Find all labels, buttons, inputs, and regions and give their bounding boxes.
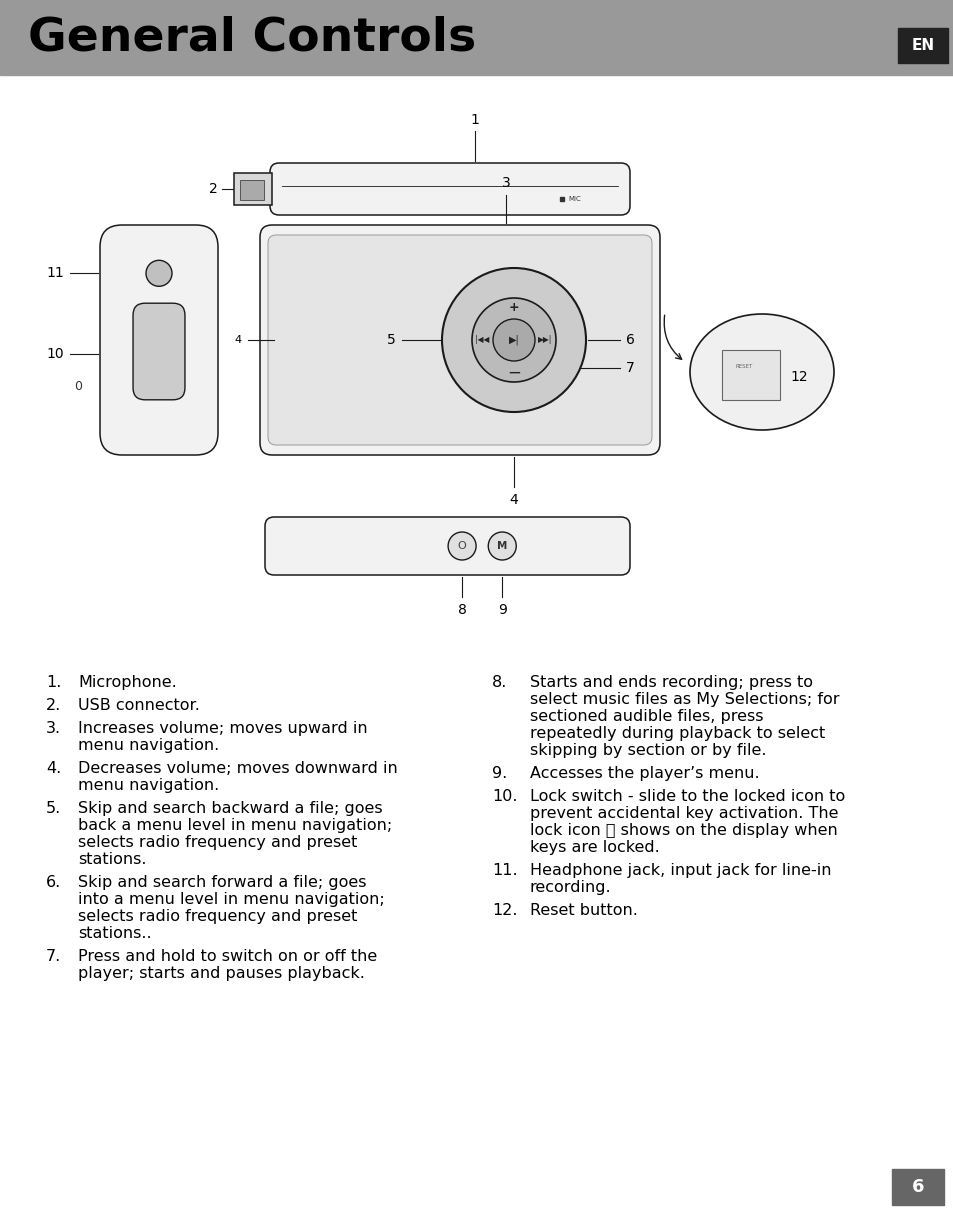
Text: lock icon 🔒 shows on the display when: lock icon 🔒 shows on the display when (530, 823, 837, 838)
Text: 0: 0 (74, 379, 82, 392)
Text: |◀◀: |◀◀ (475, 335, 489, 345)
FancyBboxPatch shape (268, 234, 651, 445)
Bar (891, 1169, 943, 1205)
Text: Skip and search backward a file; goes: Skip and search backward a file; goes (78, 801, 382, 816)
Text: ▶|: ▶| (508, 335, 518, 345)
Text: menu navigation.: menu navigation. (78, 738, 219, 753)
Text: 4: 4 (509, 493, 517, 507)
Text: 8.: 8. (492, 676, 507, 690)
Text: 7.: 7. (46, 949, 61, 963)
Text: recording.: recording. (530, 880, 611, 895)
Text: Skip and search forward a file; goes: Skip and search forward a file; goes (78, 875, 366, 891)
Text: 7: 7 (625, 361, 634, 375)
Text: Decreases volume; moves downward in: Decreases volume; moves downward in (78, 761, 397, 776)
Text: Microphone.: Microphone. (78, 676, 176, 690)
Text: General Controls: General Controls (28, 16, 476, 61)
Circle shape (448, 532, 476, 560)
Circle shape (493, 320, 535, 361)
Bar (721, 350, 780, 400)
Text: 5.: 5. (46, 801, 61, 816)
Text: Lock switch - slide to the locked icon to: Lock switch - slide to the locked icon t… (530, 789, 844, 804)
Text: ▶▶|: ▶▶| (537, 335, 552, 345)
Text: 2: 2 (209, 182, 218, 196)
Bar (233, 173, 272, 205)
Text: into a menu level in menu navigation;: into a menu level in menu navigation; (78, 892, 384, 908)
Text: 4: 4 (234, 335, 242, 345)
Bar (0, 0, 953, 75)
Text: menu navigation.: menu navigation. (78, 778, 219, 793)
Text: 9: 9 (497, 603, 506, 617)
FancyBboxPatch shape (132, 304, 185, 400)
Text: select music files as My Selections; for: select music files as My Selections; for (530, 693, 839, 707)
Text: Headphone jack, input jack for line-in: Headphone jack, input jack for line-in (530, 863, 831, 878)
Text: back a menu level in menu navigation;: back a menu level in menu navigation; (78, 818, 392, 833)
Text: MIC: MIC (567, 196, 580, 202)
Ellipse shape (689, 313, 833, 430)
Text: 1: 1 (470, 113, 479, 128)
Text: player; starts and pauses playback.: player; starts and pauses playback. (78, 966, 364, 981)
Text: 6: 6 (625, 333, 634, 347)
FancyBboxPatch shape (260, 225, 659, 454)
Text: O: O (457, 541, 466, 550)
Text: 12: 12 (789, 371, 807, 384)
Text: Starts and ends recording; press to: Starts and ends recording; press to (530, 676, 812, 690)
Text: +: + (508, 301, 518, 313)
Text: −: − (507, 363, 520, 382)
Text: skipping by section or by file.: skipping by section or by file. (530, 744, 765, 758)
Text: 12.: 12. (492, 903, 517, 919)
Text: 6: 6 (911, 1179, 923, 1196)
Text: 10.: 10. (492, 789, 517, 804)
Text: stations.: stations. (78, 852, 147, 868)
Text: Press and hold to switch on or off the: Press and hold to switch on or off the (78, 949, 376, 963)
Text: 6.: 6. (46, 875, 61, 891)
Text: Accesses the player’s menu.: Accesses the player’s menu. (530, 765, 759, 781)
Bar (897, 28, 947, 63)
Text: 2.: 2. (46, 697, 61, 713)
Text: USB connector.: USB connector. (78, 697, 200, 713)
Text: 3: 3 (501, 176, 510, 190)
Text: prevent accidental key activation. The: prevent accidental key activation. The (530, 806, 838, 821)
Circle shape (488, 532, 516, 560)
Text: 11.: 11. (492, 863, 517, 878)
Text: keys are locked.: keys are locked. (530, 840, 659, 855)
Text: 8: 8 (457, 603, 466, 617)
Text: 10: 10 (47, 346, 64, 361)
Text: 9.: 9. (492, 765, 507, 781)
Text: 11: 11 (46, 266, 64, 281)
Bar (240, 180, 264, 200)
Text: EN: EN (910, 38, 934, 52)
Circle shape (472, 298, 556, 382)
Text: 1.: 1. (46, 676, 61, 690)
FancyBboxPatch shape (270, 163, 629, 215)
Text: repeatedly during playback to select: repeatedly during playback to select (530, 727, 824, 741)
Text: 5: 5 (387, 333, 395, 347)
Text: stations..: stations.. (78, 926, 152, 940)
FancyBboxPatch shape (265, 518, 629, 575)
Text: selects radio frequency and preset: selects radio frequency and preset (78, 835, 357, 850)
FancyBboxPatch shape (100, 225, 218, 454)
Text: 4.: 4. (46, 761, 61, 776)
Circle shape (441, 269, 585, 412)
Text: sectioned audible files, press: sectioned audible files, press (530, 710, 762, 724)
Text: Reset button.: Reset button. (530, 903, 638, 919)
Text: 3.: 3. (46, 720, 61, 736)
Text: selects radio frequency and preset: selects radio frequency and preset (78, 909, 357, 923)
Text: Increases volume; moves upward in: Increases volume; moves upward in (78, 720, 367, 736)
Circle shape (146, 260, 172, 287)
Text: RESET: RESET (735, 364, 752, 369)
Text: M: M (497, 541, 507, 550)
